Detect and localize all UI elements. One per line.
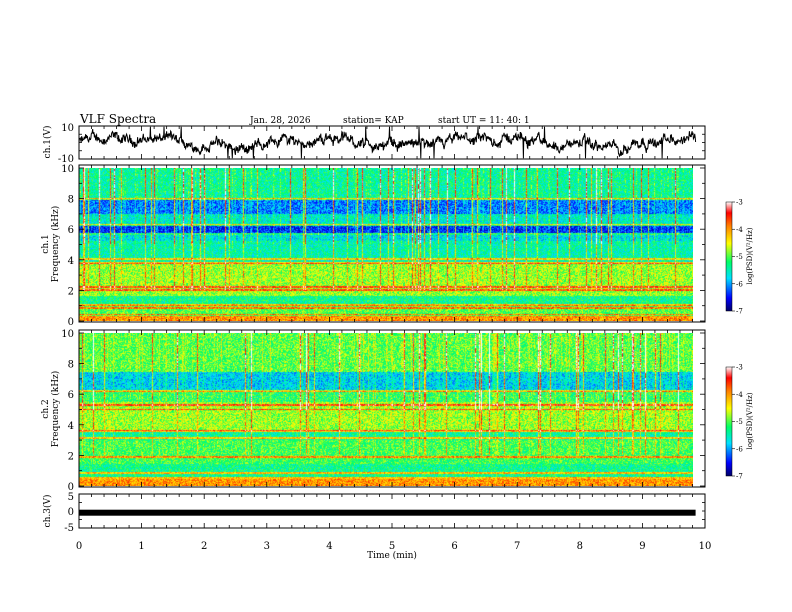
ch3-waveform-panel: 5 0 -5 ch.3(V) bbox=[42, 492, 706, 534]
chart-title: VLF Spectra bbox=[79, 112, 156, 126]
time-axis-tick-labels: 0 1 2 3 4 5 6 7 8 9 10 bbox=[76, 541, 712, 552]
ch1-waveform-ticks bbox=[78, 125, 706, 160]
x-tick-label: 5 bbox=[389, 541, 395, 552]
figure-header: VLF Spectra Jan. 28, 2026 station= KAP s… bbox=[79, 112, 530, 126]
date-label: Jan. 28, 2026 bbox=[249, 116, 311, 126]
ch2-colorbar-ticks: -3 -4 -5 -6 -7 bbox=[732, 364, 743, 481]
start-time-label: start UT = 11: 40: 1 bbox=[438, 116, 530, 126]
ch1-spectrogram-ylabel: ch.1 bbox=[41, 234, 51, 253]
time-axis-label: Time (min) bbox=[367, 550, 417, 561]
y-tick-label: 6 bbox=[68, 390, 74, 401]
colorbar-tick-label: -3 bbox=[736, 199, 743, 207]
x-tick-label: 0 bbox=[76, 541, 82, 552]
ch3-ytick-top: 5 bbox=[68, 492, 74, 503]
colorbar-tick-label: -7 bbox=[736, 473, 743, 481]
y-tick-label: 8 bbox=[68, 360, 74, 371]
ch1-spectrogram-image bbox=[79, 168, 693, 321]
y-tick-label: 2 bbox=[68, 286, 74, 297]
ch2-colorbar-gradient bbox=[725, 366, 733, 477]
ch2-spectrogram-ticks bbox=[78, 330, 706, 487]
x-tick-label: 7 bbox=[514, 541, 520, 552]
ch1-ytick-top: 10 bbox=[61, 123, 74, 134]
ch1-spectrogram-ylabel-freq: Frequency (kHz) bbox=[50, 206, 61, 283]
ch2-colorbar: -3 -4 -5 -6 -7 log(PSD)(V²/Hz) bbox=[725, 364, 754, 481]
ch1-spectrogram-ticks bbox=[78, 165, 706, 322]
y-tick-label: 0 bbox=[68, 317, 74, 328]
ch2-spectrogram-ylabel: ch.2 bbox=[41, 399, 51, 418]
ch1-colorbar-ticks: -3 -4 -5 -6 -7 bbox=[732, 199, 743, 316]
colorbar-tick-label: -5 bbox=[736, 253, 743, 261]
ch3-waveform-ticks bbox=[78, 493, 706, 529]
ch1-spectrogram-panel: 0 2 4 6 8 10 ch.1 Frequency (kHz) bbox=[41, 164, 706, 328]
y-tick-label: 10 bbox=[61, 164, 74, 175]
x-tick-label: 6 bbox=[451, 541, 457, 552]
ch2-spectrogram-ylabel-freq: Frequency (kHz) bbox=[50, 371, 61, 448]
ch2-spectrogram-image bbox=[79, 333, 693, 486]
colorbar-tick-label: -4 bbox=[736, 226, 743, 234]
y-tick-label: 0 bbox=[68, 482, 74, 493]
y-tick-label: 2 bbox=[68, 451, 74, 462]
x-tick-label: 8 bbox=[577, 541, 583, 552]
x-tick-label: 9 bbox=[639, 541, 645, 552]
ch1-colorbar-gradient bbox=[725, 201, 733, 312]
x-tick-label: 2 bbox=[201, 541, 207, 552]
colorbar-tick-label: -6 bbox=[736, 445, 743, 453]
ch2-spectrogram-panel: 0 2 4 6 8 10 ch.2 Frequency (kHz) bbox=[41, 329, 706, 493]
colorbar-tick-label: -3 bbox=[736, 364, 743, 372]
y-tick-label: 10 bbox=[61, 329, 74, 340]
y-tick-label: 8 bbox=[68, 195, 74, 206]
y-tick-label: 6 bbox=[68, 225, 74, 236]
ch3-waveform-ylabel: ch.3(V) bbox=[42, 495, 53, 528]
x-tick-label: 3 bbox=[264, 541, 270, 552]
ch2-colorbar-label: log(PSD)(V²/Hz) bbox=[746, 392, 754, 449]
y-tick-label: 4 bbox=[68, 421, 74, 432]
ch3-ytick-bottom: -5 bbox=[64, 523, 74, 534]
colorbar-tick-label: -5 bbox=[736, 418, 743, 426]
ch3-ytick-mid: 0 bbox=[68, 507, 74, 518]
ch3-waveform-line bbox=[79, 509, 696, 516]
ch1-waveform-ylabel: ch.1(V) bbox=[42, 126, 53, 159]
colorbar-tick-label: -4 bbox=[736, 391, 743, 399]
y-tick-label: 4 bbox=[68, 256, 74, 267]
x-tick-label: 1 bbox=[138, 541, 144, 552]
ch1-waveform-line bbox=[78, 126, 697, 159]
ch1-waveform-panel: 10 -10 ch.1(V) bbox=[42, 123, 706, 165]
ch1-ytick-bottom: -10 bbox=[58, 154, 74, 165]
colorbar-tick-label: -7 bbox=[736, 308, 743, 316]
station-label: station= KAP bbox=[343, 116, 404, 126]
x-tick-label: 4 bbox=[326, 541, 332, 552]
ch1-colorbar: -3 -4 -5 -6 -7 log(PSD)(V²/Hz) bbox=[725, 199, 754, 316]
ch2-spectrogram-ytick-labels: 0 2 4 6 8 10 bbox=[61, 329, 74, 493]
colorbar-tick-label: -6 bbox=[736, 280, 743, 288]
ch1-spectrogram-ytick-labels: 0 2 4 6 8 10 bbox=[61, 164, 74, 328]
x-tick-label: 10 bbox=[699, 541, 712, 552]
ch1-colorbar-label: log(PSD)(V²/Hz) bbox=[746, 227, 754, 284]
